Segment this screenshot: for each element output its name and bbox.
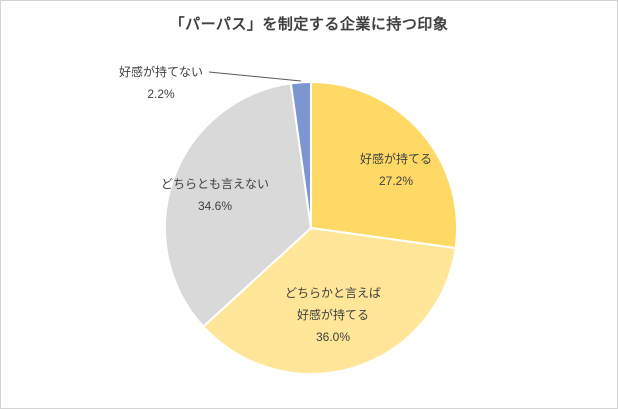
- slice-label-2: どちらとも言えない 34.6%: [161, 177, 269, 213]
- slice-label-1: どちらかと言えば好感が持てる 36.0%: [285, 286, 381, 344]
- pie-slice-2: [163, 82, 312, 328]
- chart-title: 「パーパス」を制定する企業に持つ印象: [169, 16, 449, 33]
- pie-slice-3: [289, 80, 312, 229]
- slice-label-3: 好感が持てない 2.2%: [119, 64, 203, 101]
- pie-slice-1: [202, 227, 457, 376]
- slice-label-0: 好感が持てる 27.2%: [360, 151, 432, 188]
- pie-slice-0: [310, 81, 459, 250]
- leader-line-3: [208, 71, 302, 82]
